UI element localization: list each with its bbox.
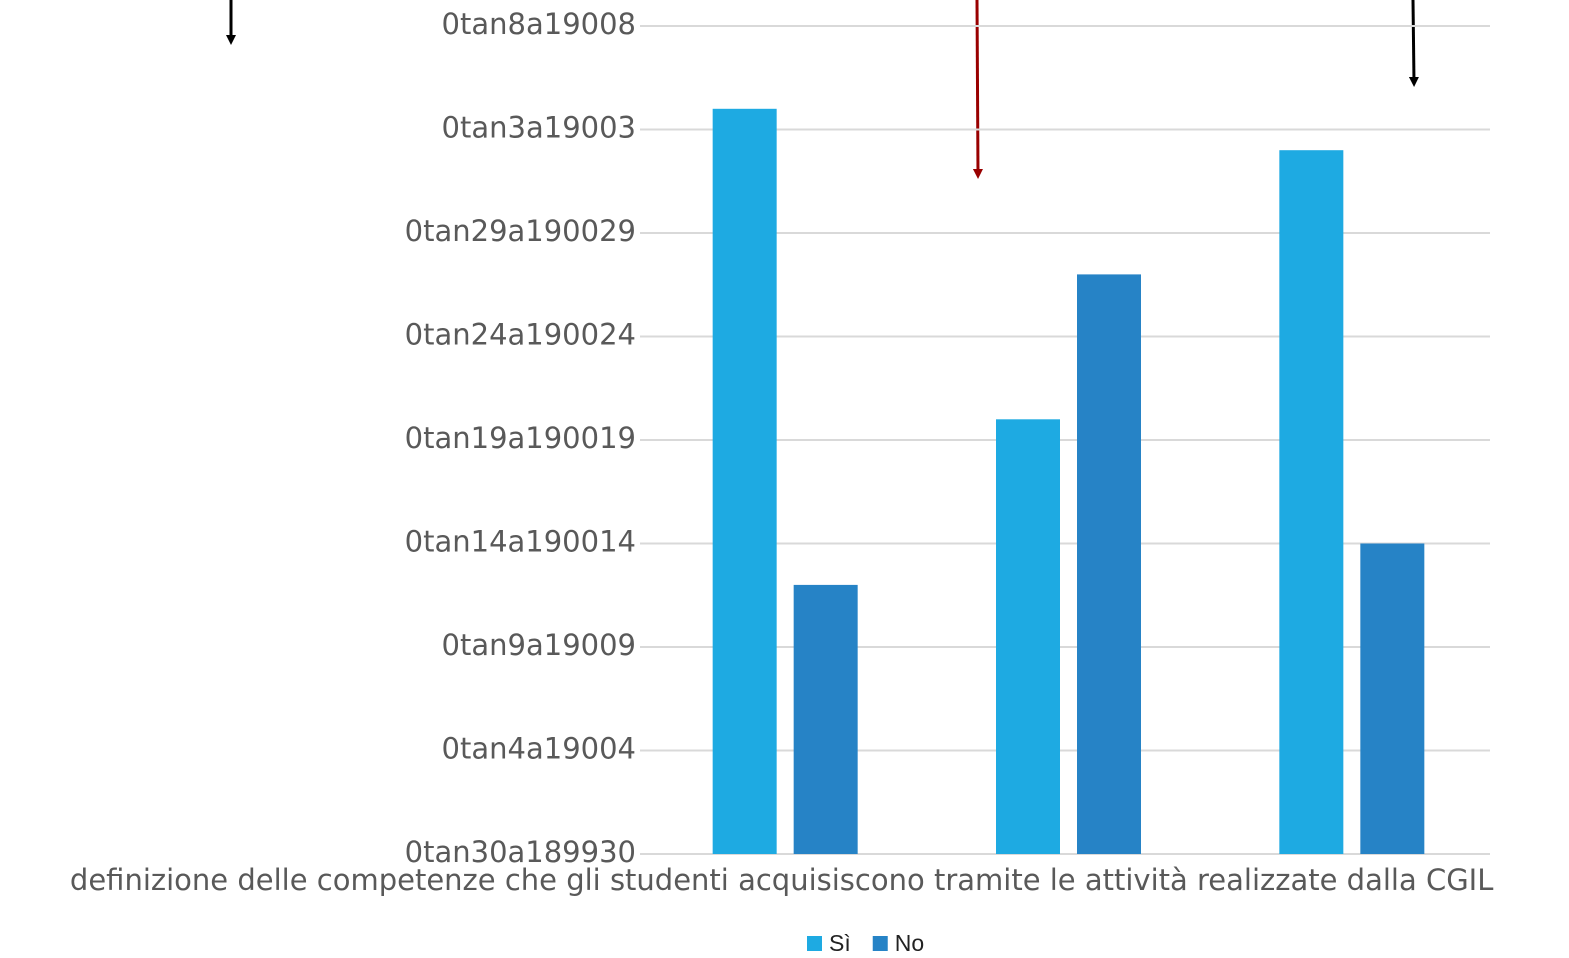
bar [996, 419, 1060, 854]
y-tick-label: 0tan30a189930 [405, 835, 636, 869]
legend-swatch [872, 936, 888, 951]
bar [793, 584, 858, 854]
bar [1077, 274, 1141, 854]
legend-label: No [895, 930, 924, 956]
y-tick-label: 0tan4a19004 [442, 732, 636, 766]
arrow [1408, 0, 1419, 87]
y-tick-label: 0tan8a19008 [442, 7, 636, 41]
legend-label: Sì [829, 930, 851, 956]
arrow [972, 0, 983, 179]
bar [1279, 150, 1344, 854]
bar [1360, 543, 1425, 854]
bar [712, 108, 777, 855]
x-tick-label: definizione delle competenze che gli stu… [70, 863, 1493, 897]
legend-swatch [807, 936, 822, 951]
y-tick-label: 0tan19a190019 [405, 421, 636, 455]
y-tick-label: 0tan29a190029 [405, 214, 636, 248]
y-tick-label: 0tan14a190014 [405, 525, 636, 559]
y-tick-label: 0tan24a190024 [405, 318, 636, 352]
y-tick-label: 0tan3a19003 [442, 111, 636, 145]
y-tick-label: 0tan9a19009 [442, 628, 636, 662]
